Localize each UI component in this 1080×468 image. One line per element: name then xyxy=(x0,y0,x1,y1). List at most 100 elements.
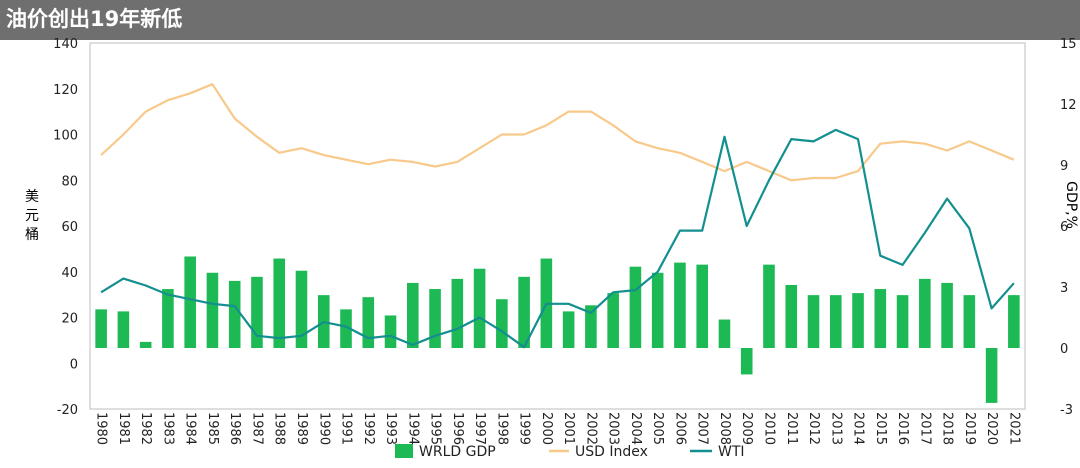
gdp-bar-2015 xyxy=(874,289,887,348)
y2-tick-label-6: 15 xyxy=(1060,37,1077,52)
x-tick-label-1984: 1984 xyxy=(183,412,198,445)
x-tick-label-1982: 1982 xyxy=(138,412,153,445)
gdp-bar-1981 xyxy=(117,311,130,348)
gdp-bar-1994 xyxy=(407,282,419,348)
gdp-bar-2019 xyxy=(963,295,976,348)
legend-label-usd: USD Index xyxy=(575,444,648,460)
gdp-bar-1987 xyxy=(251,276,263,348)
gdp-bar-2014 xyxy=(852,293,864,348)
gdp-bar-1997 xyxy=(473,268,486,348)
x-tick-label-1991: 1991 xyxy=(339,412,354,445)
gdp-bar-1993 xyxy=(384,315,397,348)
x-tick-label-2010: 2010 xyxy=(761,412,776,445)
chart-axes xyxy=(89,42,1026,410)
x-tick-label-1986: 1986 xyxy=(227,412,242,445)
legend-label-wti: WTI xyxy=(718,444,745,460)
y-axis-title-left-3: 桶 xyxy=(25,227,39,243)
x-tick-label-2012: 2012 xyxy=(806,412,821,445)
x-tick-label-1998: 1998 xyxy=(494,412,509,445)
x-tick-label-2003: 2003 xyxy=(606,412,621,445)
gdp-bar-2013 xyxy=(829,295,842,348)
x-tick-label-2013: 2013 xyxy=(828,412,843,445)
gdp-bar-1984 xyxy=(184,256,196,348)
wti-line xyxy=(100,128,1015,349)
gdp-bar-1999 xyxy=(518,276,530,348)
y-tick-label-7: 120 xyxy=(53,83,78,98)
x-tick-label-2021: 2021 xyxy=(1006,412,1021,445)
legend-label-gdp: WRLD GDP xyxy=(419,444,496,460)
x-tick-label-2011: 2011 xyxy=(784,412,799,445)
y-tick-label-3: 40 xyxy=(61,266,78,281)
y2-tick-label-5: 12 xyxy=(1060,98,1077,113)
x-tick-label-1994: 1994 xyxy=(405,412,420,445)
y-tick-label-4: 60 xyxy=(61,220,78,235)
usd-index-line xyxy=(100,83,1015,182)
x-tick-label-1999: 1999 xyxy=(517,412,532,445)
x-tick-label-1990: 1990 xyxy=(316,412,331,445)
gdp-bar-2008 xyxy=(718,319,731,348)
x-tick-label-1996: 1996 xyxy=(450,412,465,445)
gdp-bar-2020 xyxy=(985,348,998,403)
x-tick-label-2020: 2020 xyxy=(984,412,999,445)
chart-legend: WRLD GDP USD Index WTI xyxy=(395,444,745,460)
gdp-bar-2009 xyxy=(740,348,753,375)
x-tick-label-2016: 2016 xyxy=(895,412,910,445)
gdp-bar-1989 xyxy=(295,270,308,348)
x-tick-label-2001: 2001 xyxy=(561,412,576,445)
gdp-bar-2012 xyxy=(807,295,820,348)
y-tick-label-8: 140 xyxy=(53,37,78,52)
gdp-bar-2021 xyxy=(1008,295,1020,348)
y2-tick-label-1: 0 xyxy=(1060,342,1068,357)
x-tick-label-2008: 2008 xyxy=(717,412,732,445)
x-tick-label-2019: 2019 xyxy=(962,412,977,445)
gdp-bar-2011 xyxy=(785,284,798,348)
y2-tick-label-4: 9 xyxy=(1060,159,1068,174)
x-tick-label-2000: 2000 xyxy=(539,412,554,445)
x-tick-label-2005: 2005 xyxy=(650,412,665,445)
gdp-bar-2001 xyxy=(562,311,575,348)
x-tick-label-2006: 2006 xyxy=(672,412,687,445)
gdp-bar-1992 xyxy=(362,297,375,348)
x-tick-label-2018: 2018 xyxy=(940,412,955,445)
gdp-bar-2010 xyxy=(763,264,775,348)
x-tick-label-1992: 1992 xyxy=(361,412,376,445)
x-tick-label-2002: 2002 xyxy=(583,412,598,445)
x-tick-label-1988: 1988 xyxy=(272,412,287,445)
gdp-bar-1988 xyxy=(273,258,286,348)
y-tick-label-1: 0 xyxy=(70,357,78,372)
page-title: 油价创出19年新低 xyxy=(6,7,183,31)
x-tick-label-2015: 2015 xyxy=(873,412,888,445)
y-tick-label-6: 100 xyxy=(53,129,78,144)
y2-tick-label-3: 6 xyxy=(1060,220,1068,235)
y-tick-label-0: -20 xyxy=(57,403,78,418)
gdp-bar-2004 xyxy=(629,266,642,348)
x-tick-label-2004: 2004 xyxy=(628,412,643,445)
legend-swatch-gdp xyxy=(395,444,413,458)
y2-tick-label-0: -3 xyxy=(1060,403,1073,418)
x-tick-label-1983: 1983 xyxy=(160,412,175,445)
y-axis-title-right: GDP,% xyxy=(1063,181,1079,229)
x-tick-label-1995: 1995 xyxy=(428,412,443,445)
y-axis-title-left-2: 元 xyxy=(25,208,39,224)
gdp-bar-2005 xyxy=(651,272,664,348)
gdp-bar-2017 xyxy=(919,278,931,348)
y-axis-title-left-1: 美 xyxy=(25,189,39,205)
chart-ticks: -20 0 20 40 60 80 100 120 140 -3 0 3 6 9 12 15 1980 1981 1… xyxy=(53,37,1076,445)
x-tick-label-1997: 1997 xyxy=(472,412,487,445)
x-tick-label-2017: 2017 xyxy=(917,412,932,445)
x-tick-label-1987: 1987 xyxy=(249,412,264,445)
chart-lines xyxy=(100,83,1015,349)
gdp-bar-2006 xyxy=(674,262,686,348)
gdp-bar-1995 xyxy=(429,289,441,348)
gdp-bar-1991 xyxy=(340,309,352,348)
y-tick-label-2: 20 xyxy=(61,312,78,327)
gdp-bar-1983 xyxy=(162,289,174,348)
x-tick-label-1980: 1980 xyxy=(94,412,109,445)
plot-border xyxy=(89,42,1026,410)
gdp-bar-2002 xyxy=(585,305,597,348)
gdp-bar-1980 xyxy=(95,309,107,348)
x-tick-label-1993: 1993 xyxy=(383,412,398,445)
gdp-bars xyxy=(95,256,1020,403)
gdp-bar-1985 xyxy=(206,272,219,348)
gdp-bar-2003 xyxy=(607,293,619,348)
